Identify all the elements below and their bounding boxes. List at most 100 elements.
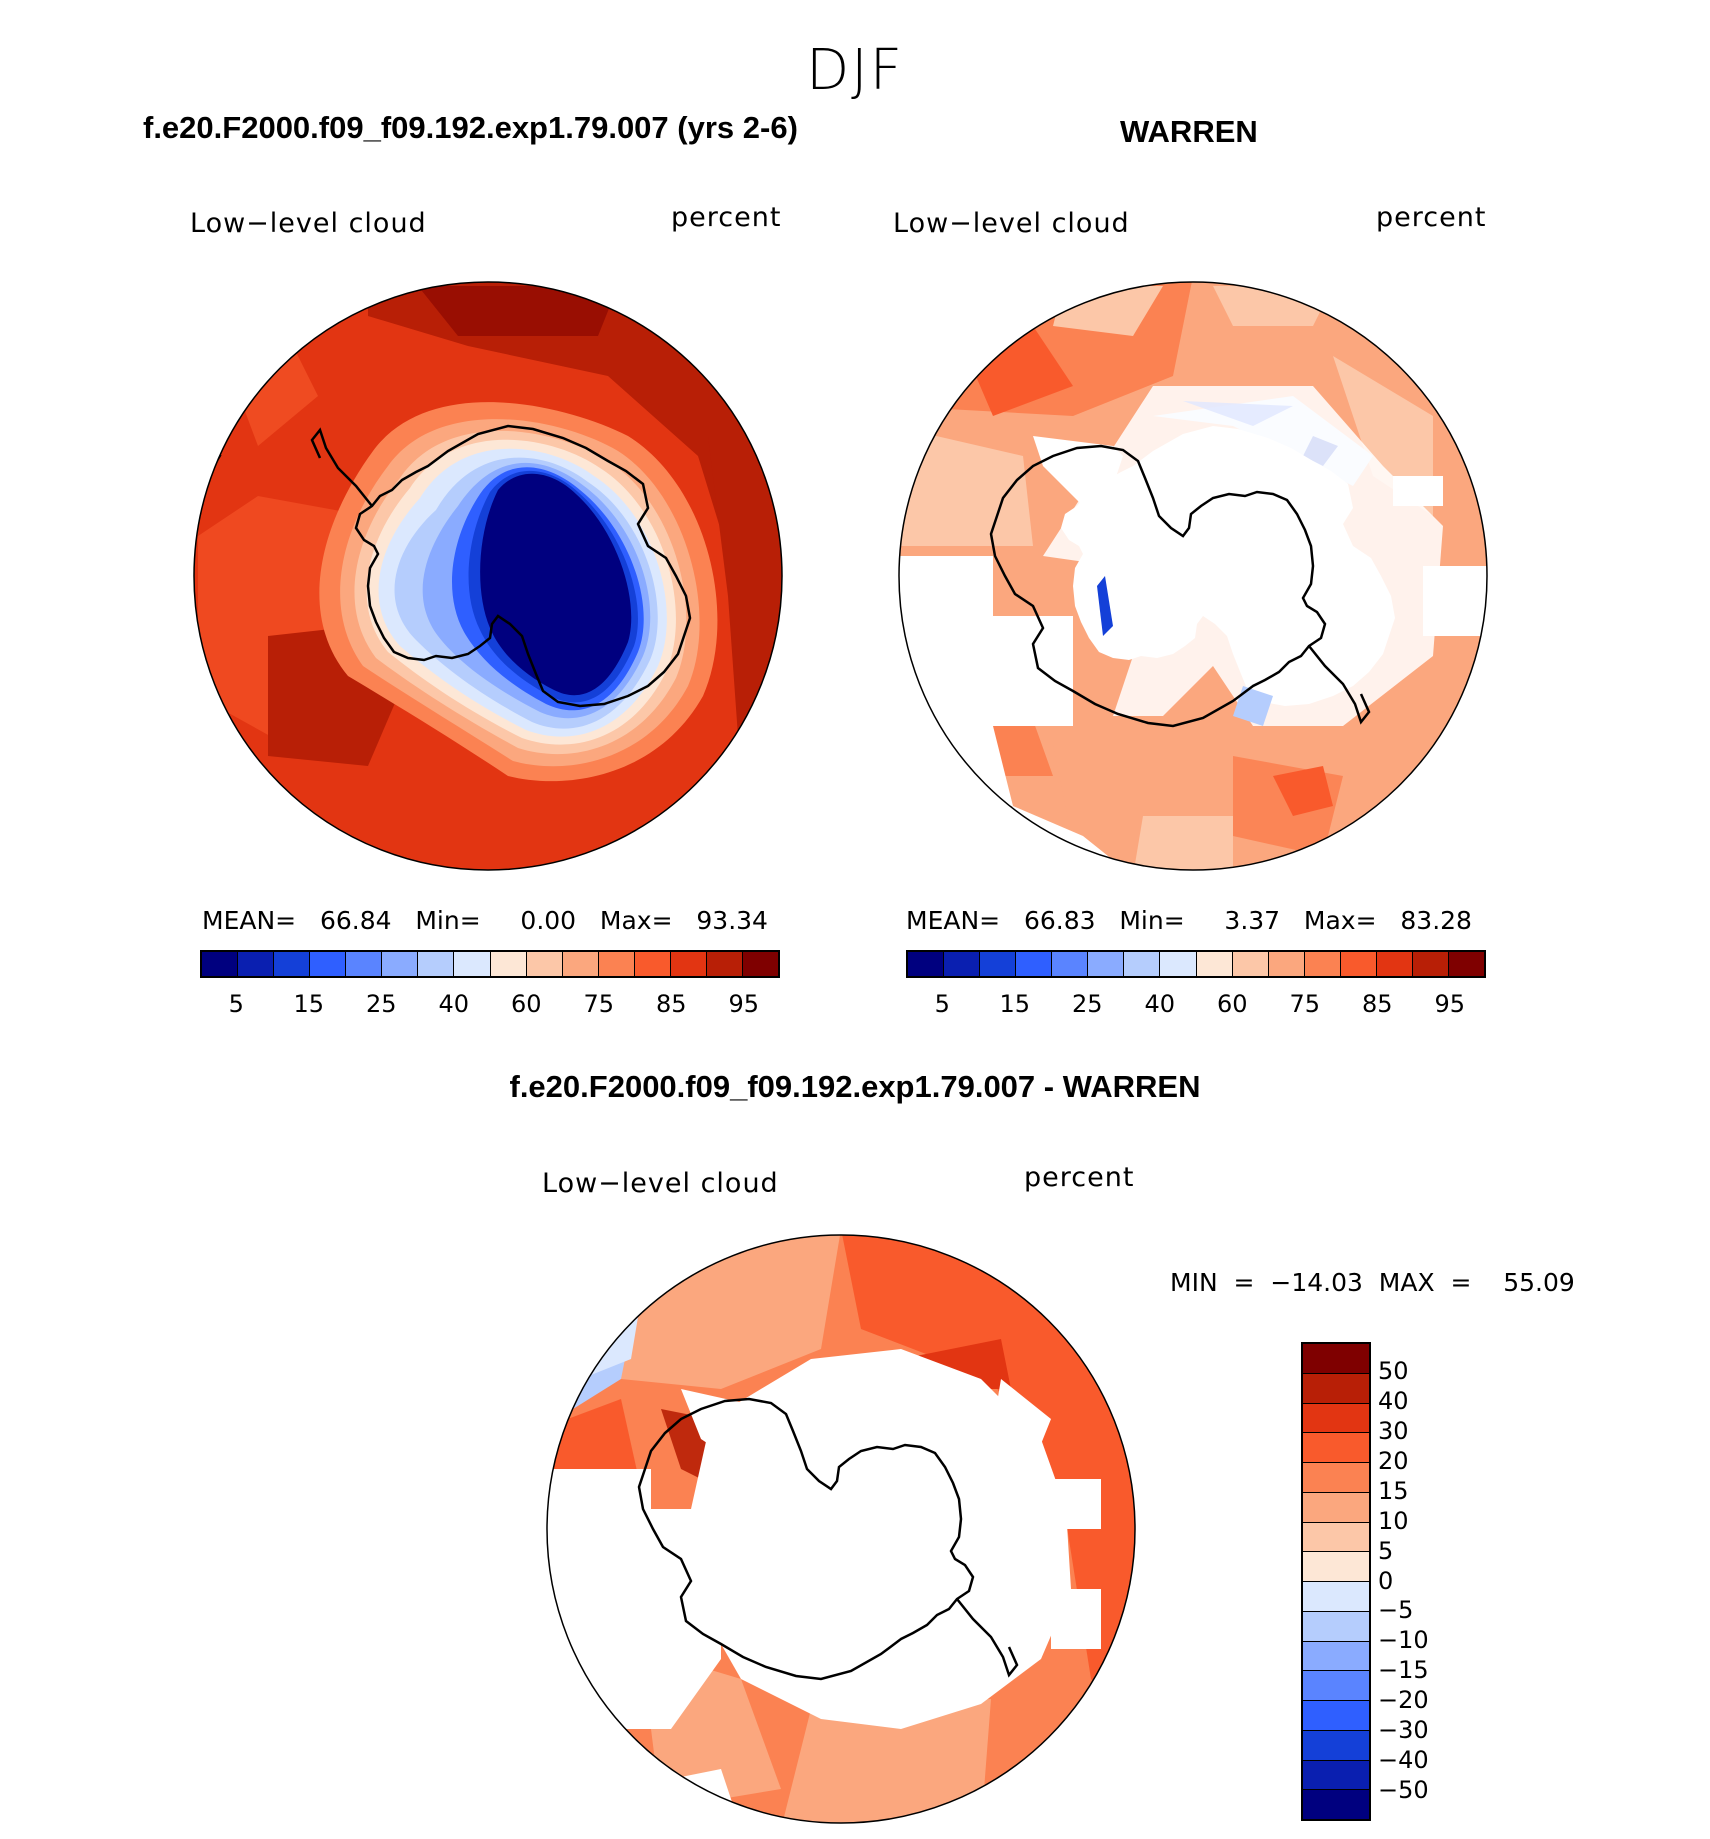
right-colorbar-swatch bbox=[1340, 952, 1377, 976]
diff-colorbar-tick-label: −30 bbox=[1378, 1716, 1429, 1745]
right-colorbar-tick-label: 85 bbox=[1361, 990, 1393, 1018]
left-colorbar-swatch bbox=[706, 952, 743, 976]
diff-colorbar-swatch bbox=[1303, 1701, 1369, 1731]
left-colorbar-tick-label: 75 bbox=[583, 990, 615, 1018]
left-colorbar-swatch bbox=[310, 952, 347, 976]
right-colorbar-tick-label: 25 bbox=[1071, 990, 1103, 1018]
left-colorbar-tick-label: 95 bbox=[728, 990, 760, 1018]
diff-colorbar-tick-label: −5 bbox=[1378, 1596, 1414, 1625]
left-variable-label: Low−level cloud bbox=[190, 208, 427, 239]
diff-colorbar-swatch bbox=[1303, 1611, 1369, 1642]
diff-colorbar-swatch bbox=[1303, 1552, 1369, 1582]
left-colorbar-tick-label: 85 bbox=[655, 990, 687, 1018]
right-colorbar-tick-label: 75 bbox=[1289, 990, 1321, 1018]
right-colorbar-swatch bbox=[1232, 952, 1269, 976]
diff-colorbar-swatch bbox=[1303, 1730, 1369, 1761]
diff-colorbar-swatch bbox=[1303, 1641, 1369, 1672]
right-colorbar-tick-label: 5 bbox=[934, 990, 950, 1018]
diff-colorbar-swatch bbox=[1303, 1760, 1369, 1791]
diff-colorbar-swatch bbox=[1303, 1582, 1369, 1612]
diff-variable-label: Low−level cloud bbox=[542, 1168, 779, 1199]
left-units-label: percent bbox=[671, 202, 782, 233]
season-title: DJF bbox=[806, 38, 904, 103]
left-colorbar-swatch bbox=[598, 952, 635, 976]
left-colorbar-tick-label: 40 bbox=[438, 990, 470, 1018]
left-polar-map bbox=[193, 281, 783, 871]
right-units-label: percent bbox=[1376, 202, 1487, 233]
diff-colorbar-tick-label: 15 bbox=[1378, 1476, 1409, 1505]
left-colorbar-swatch bbox=[454, 952, 491, 976]
diff-colorbar-swatch bbox=[1303, 1522, 1369, 1553]
left-colorbar-labels: 5 15 25 40 60 75 85 95 bbox=[200, 990, 780, 1020]
right-colorbar-tick-label: 15 bbox=[999, 990, 1031, 1018]
diff-colorbar-tick-label: −15 bbox=[1378, 1656, 1429, 1685]
diff-colorbar-tick-label: 20 bbox=[1378, 1446, 1409, 1475]
left-colorbar-tick-label: 25 bbox=[365, 990, 397, 1018]
diff-colorbar-tick-label: 10 bbox=[1378, 1506, 1409, 1535]
left-colorbar-tick-label: 15 bbox=[293, 990, 325, 1018]
diff-panel-title: f.e20.F2000.f09_f09.192.exp1.79.007 - WA… bbox=[509, 1069, 1201, 1104]
left-colorbar-swatch bbox=[346, 952, 383, 976]
diff-colorbar-swatch bbox=[1303, 1671, 1369, 1701]
diff-colorbar-tick-label: 0 bbox=[1378, 1566, 1394, 1595]
right-colorbar-swatch bbox=[1196, 952, 1233, 976]
left-colorbar-swatch bbox=[490, 952, 527, 976]
diff-colorbar-swatch bbox=[1303, 1403, 1369, 1434]
right-panel-title: WARREN bbox=[1120, 114, 1258, 149]
left-colorbar-swatch bbox=[670, 952, 707, 976]
diff-colorbar-tick-label: −20 bbox=[1378, 1686, 1429, 1715]
right-colorbar-swatch bbox=[1412, 952, 1449, 976]
diff-colorbar-swatch bbox=[1303, 1492, 1369, 1523]
diff-colorbar-tick-label: 5 bbox=[1378, 1536, 1394, 1565]
diff-polar-map bbox=[546, 1234, 1136, 1824]
right-colorbar-swatch bbox=[980, 952, 1017, 976]
diff-colorbar-swatch bbox=[1303, 1463, 1369, 1493]
right-colorbar-swatch bbox=[1160, 952, 1197, 976]
left-colorbar-swatch bbox=[742, 952, 778, 976]
diff-colorbar-labels: 50 40 30 20 15 10 5 0 −5 −10 −15 −20 −30 −40 −50 bbox=[1378, 1342, 1458, 1821]
right-colorbar-swatch bbox=[1088, 952, 1125, 976]
diff-colorbar-swatch bbox=[1303, 1433, 1369, 1463]
diff-colorbar bbox=[1301, 1342, 1371, 1821]
right-colorbar-swatch bbox=[908, 952, 945, 976]
diff-stats: MIN = −14.03 MAX = 55.09 bbox=[1170, 1268, 1575, 1297]
right-variable-label: Low−level cloud bbox=[893, 208, 1130, 239]
left-colorbar-tick-label: 5 bbox=[228, 990, 244, 1018]
diff-colorbar-tick-label: −40 bbox=[1378, 1746, 1429, 1775]
right-colorbar-tick-label: 60 bbox=[1216, 990, 1248, 1018]
right-colorbar-swatch bbox=[1124, 952, 1161, 976]
diff-colorbar-tick-label: −10 bbox=[1378, 1626, 1429, 1655]
left-colorbar-swatch bbox=[526, 952, 563, 976]
left-colorbar-swatch bbox=[562, 952, 599, 976]
diff-colorbar-tick-label: 30 bbox=[1378, 1416, 1409, 1445]
right-colorbar-tick-label: 40 bbox=[1144, 990, 1176, 1018]
left-colorbar-swatch bbox=[418, 952, 455, 976]
left-colorbar-tick-label: 60 bbox=[510, 990, 542, 1018]
diff-colorbar-tick-label: 40 bbox=[1378, 1386, 1409, 1415]
right-colorbar-swatch bbox=[1052, 952, 1089, 976]
left-colorbar-swatch bbox=[634, 952, 671, 976]
diff-colorbar-swatch bbox=[1303, 1790, 1369, 1819]
diff-colorbar-tick-label: 50 bbox=[1378, 1356, 1409, 1385]
right-colorbar-swatch bbox=[1304, 952, 1341, 976]
left-stats: MEAN= 66.84 Min= 0.00 Max= 93.34 bbox=[202, 906, 768, 935]
left-colorbar-swatch bbox=[202, 952, 239, 976]
right-polar-map bbox=[898, 281, 1488, 871]
left-colorbar-swatch bbox=[274, 952, 311, 976]
diff-colorbar-swatch bbox=[1303, 1373, 1369, 1404]
right-colorbar-swatch bbox=[944, 952, 981, 976]
right-colorbar-labels: 5 15 25 40 60 75 85 95 bbox=[906, 990, 1486, 1020]
left-panel-title: f.e20.F2000.f09_f09.192.exp1.79.007 (yrs… bbox=[143, 110, 798, 145]
left-colorbar-swatch bbox=[238, 952, 275, 976]
right-colorbar-tick-label: 95 bbox=[1434, 990, 1466, 1018]
right-colorbar-swatch bbox=[1448, 952, 1484, 976]
left-colorbar-swatch bbox=[382, 952, 419, 976]
diff-units-label: percent bbox=[1024, 1162, 1135, 1193]
diff-colorbar-tick-label: −50 bbox=[1378, 1776, 1429, 1805]
right-colorbar-swatch bbox=[1016, 952, 1053, 976]
left-colorbar bbox=[200, 950, 780, 978]
right-colorbar-swatch bbox=[1268, 952, 1305, 976]
diff-colorbar-swatch bbox=[1303, 1344, 1369, 1374]
right-colorbar-swatch bbox=[1376, 952, 1413, 976]
right-colorbar bbox=[906, 950, 1486, 978]
